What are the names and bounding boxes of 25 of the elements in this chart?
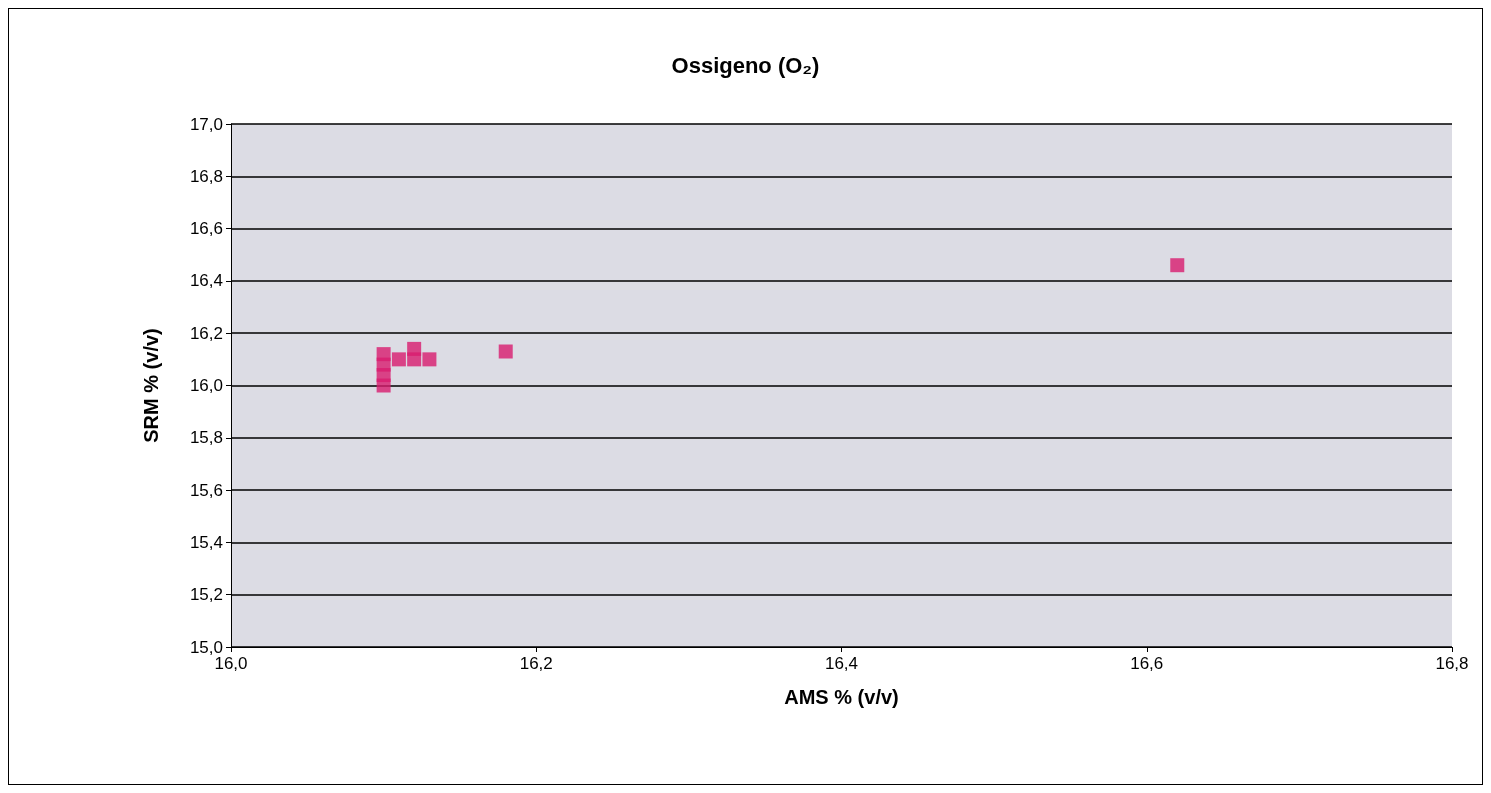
x-tick-label: 16,6: [1130, 654, 1164, 673]
point: [391, 352, 406, 367]
point: [422, 352, 437, 367]
y-tick-label: 15,4: [189, 532, 223, 552]
point: [498, 344, 513, 359]
x-tick-label: 16,0: [214, 654, 248, 673]
y-tick-label: 16,8: [189, 166, 223, 186]
chart-title: Ossigeno (O₂): [671, 52, 820, 78]
y-tick-label: 15,6: [189, 480, 223, 500]
y-tick-label: 15,0: [189, 637, 223, 657]
y-tick-label: 15,8: [189, 428, 223, 448]
x-axis-title: AMS % (v/v): [784, 686, 899, 708]
y-tick-label: 15,2: [189, 585, 223, 605]
y-tick-label: 17,0: [189, 114, 223, 134]
point: [407, 341, 422, 356]
x-tick-label: 16,2: [519, 654, 553, 673]
y-tick-label: 16,4: [189, 271, 223, 291]
y-tick-label: 16,6: [189, 219, 223, 239]
y-tick-label: 16,2: [189, 323, 223, 343]
y-axis-title: SRM % (v/v): [140, 328, 162, 443]
x-tick-label: 16,8: [1435, 654, 1469, 673]
y-tick-label: 16,0: [189, 376, 223, 395]
point: [1170, 258, 1185, 273]
x-tick-label: 16,4: [824, 654, 859, 673]
point: [376, 347, 391, 362]
